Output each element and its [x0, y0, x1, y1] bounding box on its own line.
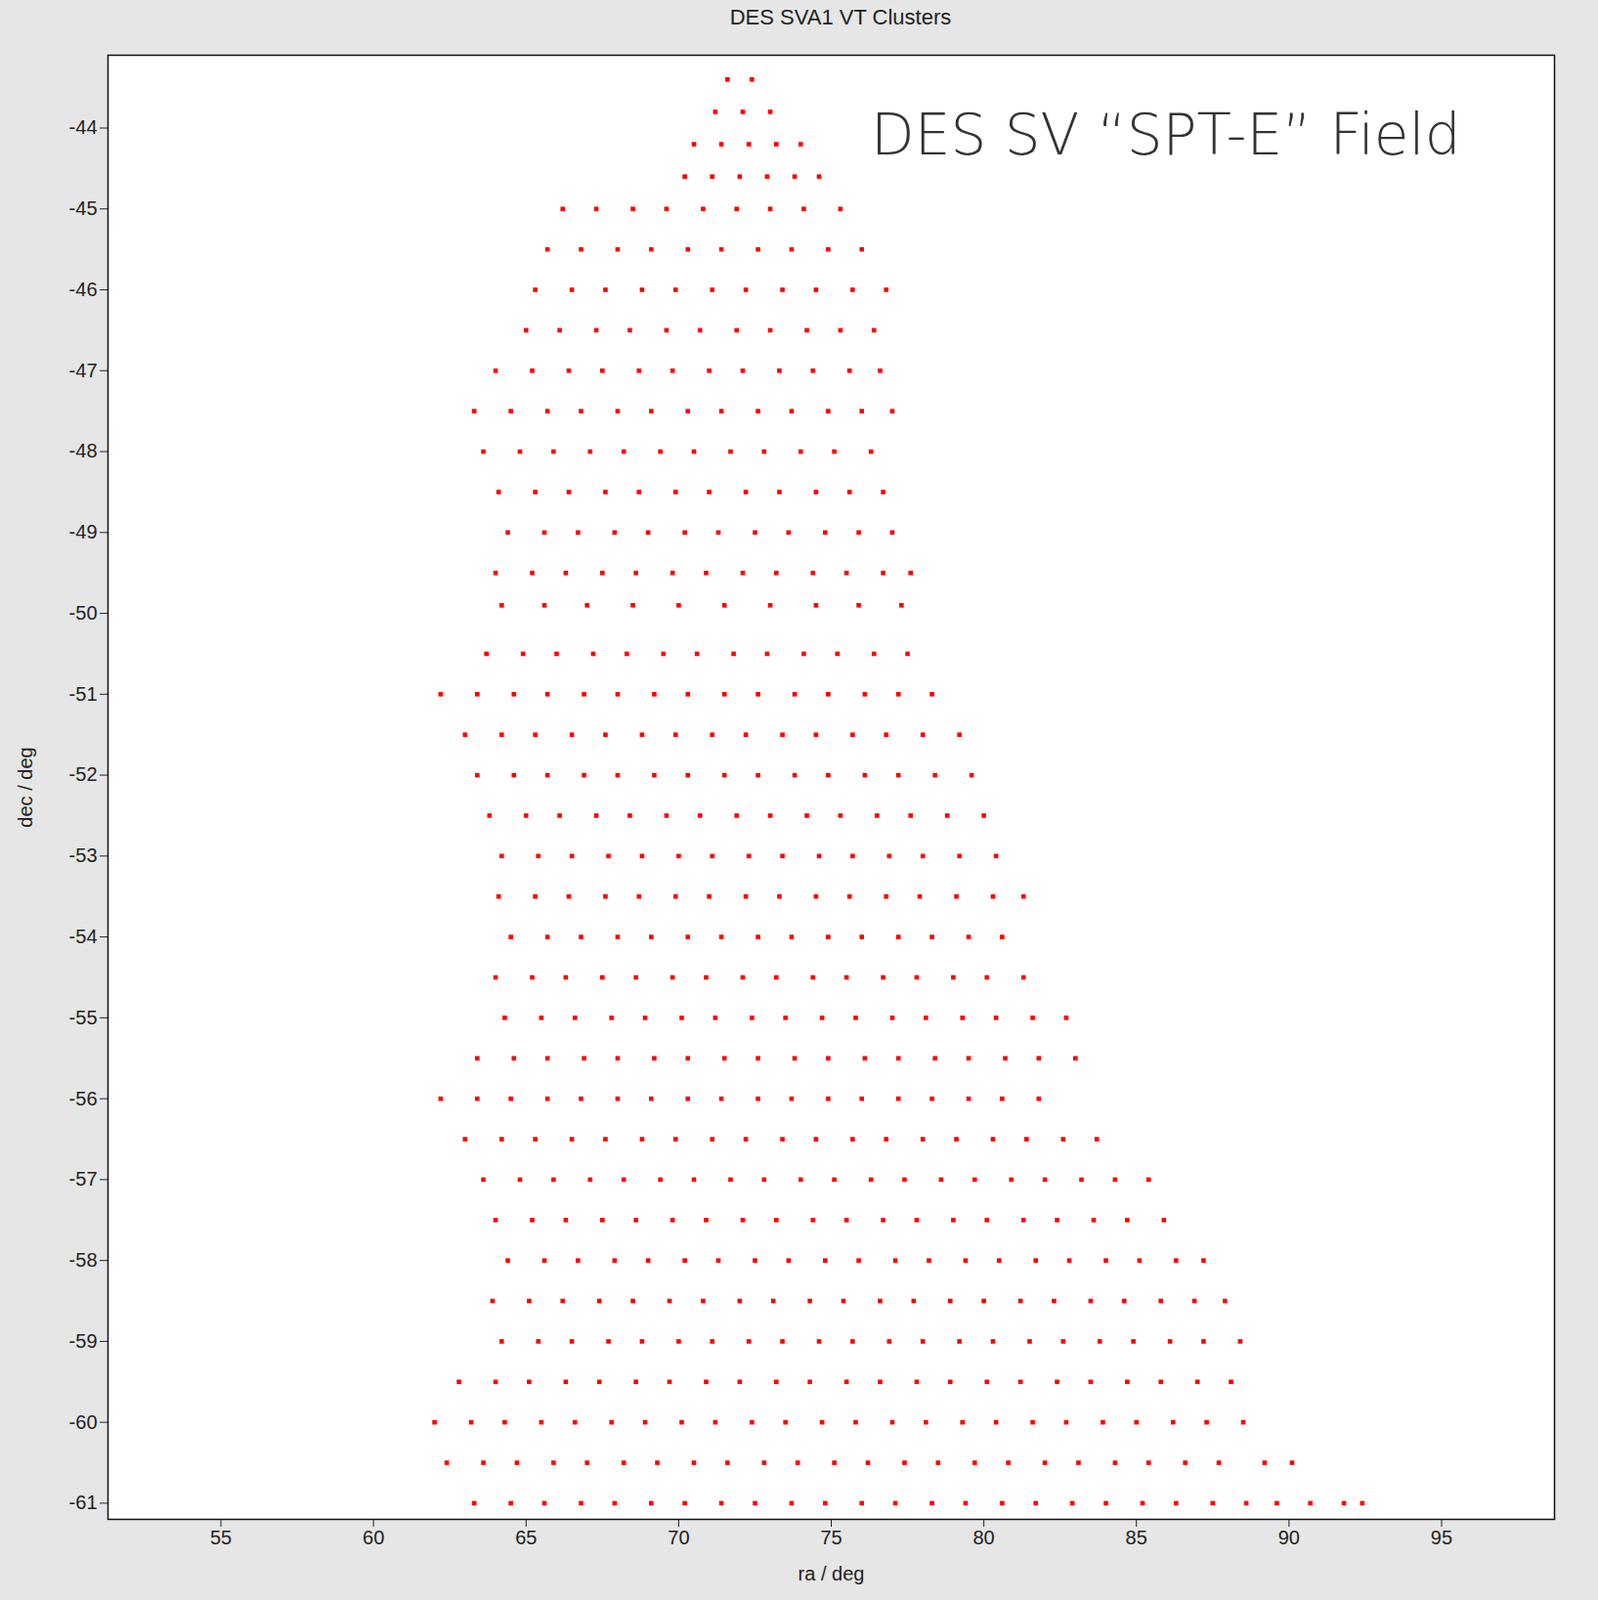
svg-text:95: 95 — [1430, 1526, 1453, 1549]
svg-text:dec / deg: dec / deg — [14, 746, 37, 827]
svg-text:80: 80 — [972, 1526, 994, 1549]
svg-text:75: 75 — [820, 1526, 842, 1549]
svg-text:-55: -55 — [69, 1006, 98, 1029]
svg-text:70: 70 — [667, 1526, 690, 1549]
svg-text:-45: -45 — [69, 197, 98, 219]
svg-text:-50: -50 — [69, 602, 98, 624]
svg-text:-54: -54 — [69, 925, 98, 948]
svg-text:-59: -59 — [69, 1330, 98, 1352]
svg-text:-44: -44 — [69, 116, 98, 138]
svg-text:-58: -58 — [69, 1249, 98, 1271]
svg-text:ra / deg: ra / deg — [798, 1562, 865, 1585]
svg-text:-49: -49 — [69, 520, 98, 543]
svg-text:-61: -61 — [69, 1491, 98, 1513]
svg-text:55: 55 — [210, 1526, 232, 1549]
svg-text:DES SV “SPT-E” Field: DES SV “SPT-E” Field — [870, 101, 1461, 169]
svg-text:-51: -51 — [69, 683, 98, 705]
svg-text:-47: -47 — [69, 359, 98, 382]
svg-text:-46: -46 — [69, 278, 98, 301]
svg-text:-53: -53 — [69, 844, 98, 866]
svg-text:65: 65 — [515, 1526, 537, 1549]
svg-text:85: 85 — [1125, 1526, 1148, 1549]
html-text:DES SVA1 VT Clusters: DES SVA1 VT Clusters — [729, 4, 952, 30]
svg-text:-57: -57 — [69, 1167, 98, 1190]
svg-text:60: 60 — [362, 1526, 385, 1549]
svg-text:-48: -48 — [69, 439, 98, 462]
svg-text:-52: -52 — [69, 763, 98, 785]
svg-text:90: 90 — [1278, 1526, 1300, 1549]
svg-text:-60: -60 — [69, 1411, 98, 1433]
svg-text:-56: -56 — [69, 1087, 98, 1110]
